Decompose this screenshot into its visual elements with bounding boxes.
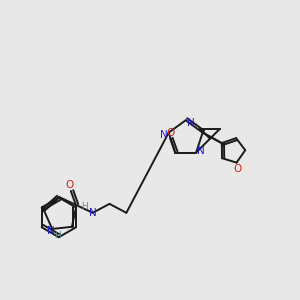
- Text: O: O: [166, 128, 174, 138]
- Text: H: H: [54, 231, 61, 240]
- Text: N: N: [160, 130, 168, 140]
- Text: H: H: [81, 202, 88, 211]
- Text: O: O: [233, 164, 242, 174]
- Text: O: O: [66, 180, 74, 190]
- Text: N: N: [47, 226, 55, 236]
- Text: N: N: [197, 146, 205, 156]
- Text: N: N: [187, 118, 194, 128]
- Text: N: N: [89, 208, 97, 218]
